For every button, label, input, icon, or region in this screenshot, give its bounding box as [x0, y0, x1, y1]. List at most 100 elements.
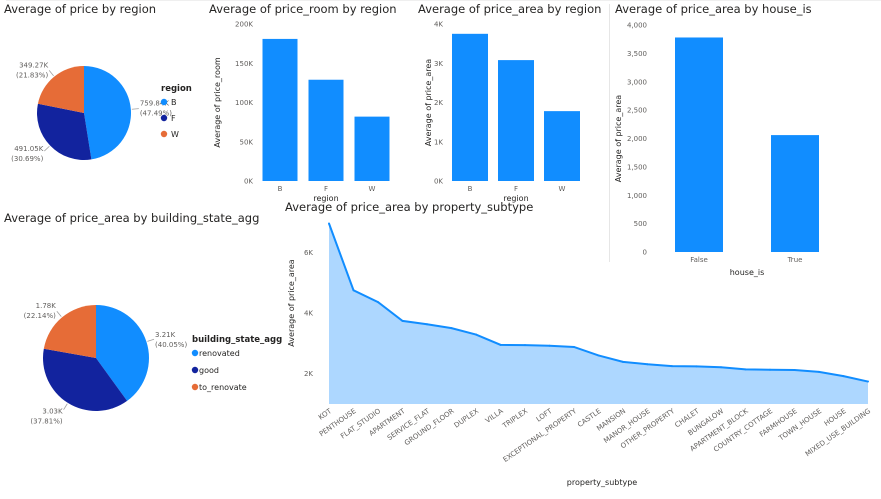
chart-svg: 2K4K6KKOTPENTHOUSEFLAT_STUDIOAPARTMENTSE…: [287, 222, 872, 487]
y-tick-label: 0K: [244, 178, 253, 186]
legend-marker-W: [160, 130, 168, 138]
legend-label: B: [171, 98, 177, 107]
bar-B: [262, 38, 298, 181]
x-tick-label: F: [324, 185, 328, 193]
legend-title: region: [161, 84, 192, 94]
x-tick-label: KOT: [317, 407, 334, 422]
bar-True: [771, 135, 819, 252]
y-tick-label: 1,500: [627, 163, 647, 171]
bar-False: [675, 37, 723, 252]
y-tick-label: 2,500: [627, 107, 647, 115]
data-point-PENTHOUSE: [352, 289, 355, 292]
x-tick-label: TOWN_HOUSE: [777, 407, 824, 443]
y-tick-label: 1,000: [627, 192, 647, 200]
legend-title: building_state_agg: [192, 335, 282, 345]
legend-marker-F: [160, 114, 168, 122]
y-tick-label: 1K: [434, 138, 443, 146]
data-point-DUPLEX: [475, 333, 477, 336]
pie-leader-line: [63, 403, 68, 410]
data-label-percent: (22.14%): [24, 312, 56, 320]
x-tick-label: LOFT: [535, 407, 554, 424]
legend-label: F: [171, 114, 176, 123]
y-tick-label: 2K: [434, 99, 443, 107]
chart-title: Average of price_area by building_state_…: [4, 211, 260, 225]
x-axis-title: property_subtype: [567, 478, 638, 487]
y-tick-label: 100K: [235, 99, 253, 107]
x-axis-title: region: [313, 194, 338, 203]
bar-chart-price-room-by-region[interactable]: Average of price_room by region 0K 50K 100…: [209, 2, 409, 203]
pie-slice-B: [84, 66, 131, 160]
x-tick-label: B: [468, 185, 473, 193]
x-tick-label: W: [559, 185, 566, 193]
data-label-percent: (37.81%): [30, 418, 62, 426]
chart-title: Average of price_area by region: [418, 2, 602, 16]
data-label: 3.21K: [155, 331, 176, 339]
data-point-KOT: [328, 222, 330, 225]
pie-chart-price-by-region[interactable]: Average of price by region 759.84K (47.49…: [4, 2, 204, 192]
y-tick-label: 3,000: [627, 78, 647, 86]
data-label: 491.05K: [14, 145, 43, 153]
y-axis-title: Average of price_area: [614, 95, 623, 182]
y-tick-label: 2,000: [627, 135, 647, 143]
data-point-GROUND_FLOOR: [450, 327, 453, 330]
data-point-APARTMENT_BLOCK: [744, 368, 747, 371]
y-tick-label: 3,500: [627, 50, 647, 58]
data-point-FLAT_STUDIO: [377, 301, 379, 304]
data-point-SERVICE_FLAT: [426, 323, 428, 326]
legend-marker-good: [191, 366, 199, 374]
x-tick-label: True: [787, 256, 803, 264]
y-axis-title: Average of price_room: [213, 57, 222, 147]
pie-chart-price-area-by-building-state[interactable]: Average of price_area by building_state_…: [4, 211, 284, 441]
legend-label: renovated: [199, 349, 240, 358]
y-tick-label: 200K: [235, 21, 253, 29]
chart-svg: 0K 50K 100K 150K 200K B F W Average of price_roo…: [213, 21, 390, 203]
visual-divider: [609, 4, 610, 262]
y-tick-label: 4,000: [627, 22, 647, 30]
pie-leader-line: [131, 108, 139, 110]
pie-slice-to_renovate: [43, 305, 96, 358]
pie-leader-line: [48, 70, 54, 77]
data-point-APARTMENT: [401, 319, 404, 322]
data-point-CHALET: [695, 365, 698, 368]
area-chart-price-area-by-property-subtype[interactable]: Average of price_area by property_subtyp…: [285, 200, 879, 495]
y-tick-label: 0K: [434, 178, 443, 186]
data-point-LOFT: [548, 344, 551, 347]
data-point-VILLA: [499, 343, 502, 346]
legend-marker-B: [160, 98, 168, 106]
chart-title: Average of price_area by house_is: [615, 2, 812, 16]
x-tick-label: DUPLEX: [453, 407, 481, 430]
data-label: 759.84K: [140, 100, 169, 108]
data-point-TOWN_HOUSE: [818, 370, 820, 373]
x-tick-label: B: [278, 185, 283, 193]
pie-slice-W: [37, 66, 84, 113]
bar-chart-price-area-by-house-is[interactable]: Average of price_area by house_is 0 500 1,…: [614, 2, 877, 288]
chart-svg: 0 500 1,000 1,500 2,000 2,500 3,000 3,500 4,000 F…: [614, 22, 819, 277]
chart-title: Average of price_room by region: [209, 2, 397, 16]
pie-leader-line: [44, 145, 50, 152]
legend-label: good: [199, 366, 219, 375]
pie-leader-line: [147, 338, 155, 342]
y-tick-label: 150K: [235, 60, 253, 68]
y-axis-title: Average of price_area: [424, 59, 433, 146]
y-tick-label: 500: [634, 220, 647, 228]
data-label: 349.27K: [19, 61, 48, 69]
x-tick-label: W: [369, 185, 376, 193]
data-label-percent: (47.49%): [140, 110, 172, 118]
y-tick-label: 0: [643, 249, 647, 257]
canvas-top-border: [6, 0, 881, 1]
data-point-COUNTRY_COTTAGE: [769, 368, 771, 371]
bar-F: [498, 60, 534, 181]
bar-F: [308, 79, 344, 181]
bar-W: [354, 116, 390, 181]
y-tick-label: 6K: [304, 249, 313, 257]
area-fill: [329, 223, 868, 404]
bar-chart-price-area-by-region[interactable]: Average of price_area by region 0K 1K 2K 3K…: [418, 2, 608, 203]
bar-B: [452, 33, 488, 181]
data-point-CASTLE: [597, 354, 600, 357]
x-axis-title: region: [503, 194, 528, 203]
data-point-BUNGALOW: [720, 366, 722, 369]
pie-leader-line: [56, 310, 62, 317]
x-tick-label: TRIPLEX: [500, 407, 529, 431]
data-point-EXCEPTIONAL_PROPERTY: [573, 345, 575, 348]
